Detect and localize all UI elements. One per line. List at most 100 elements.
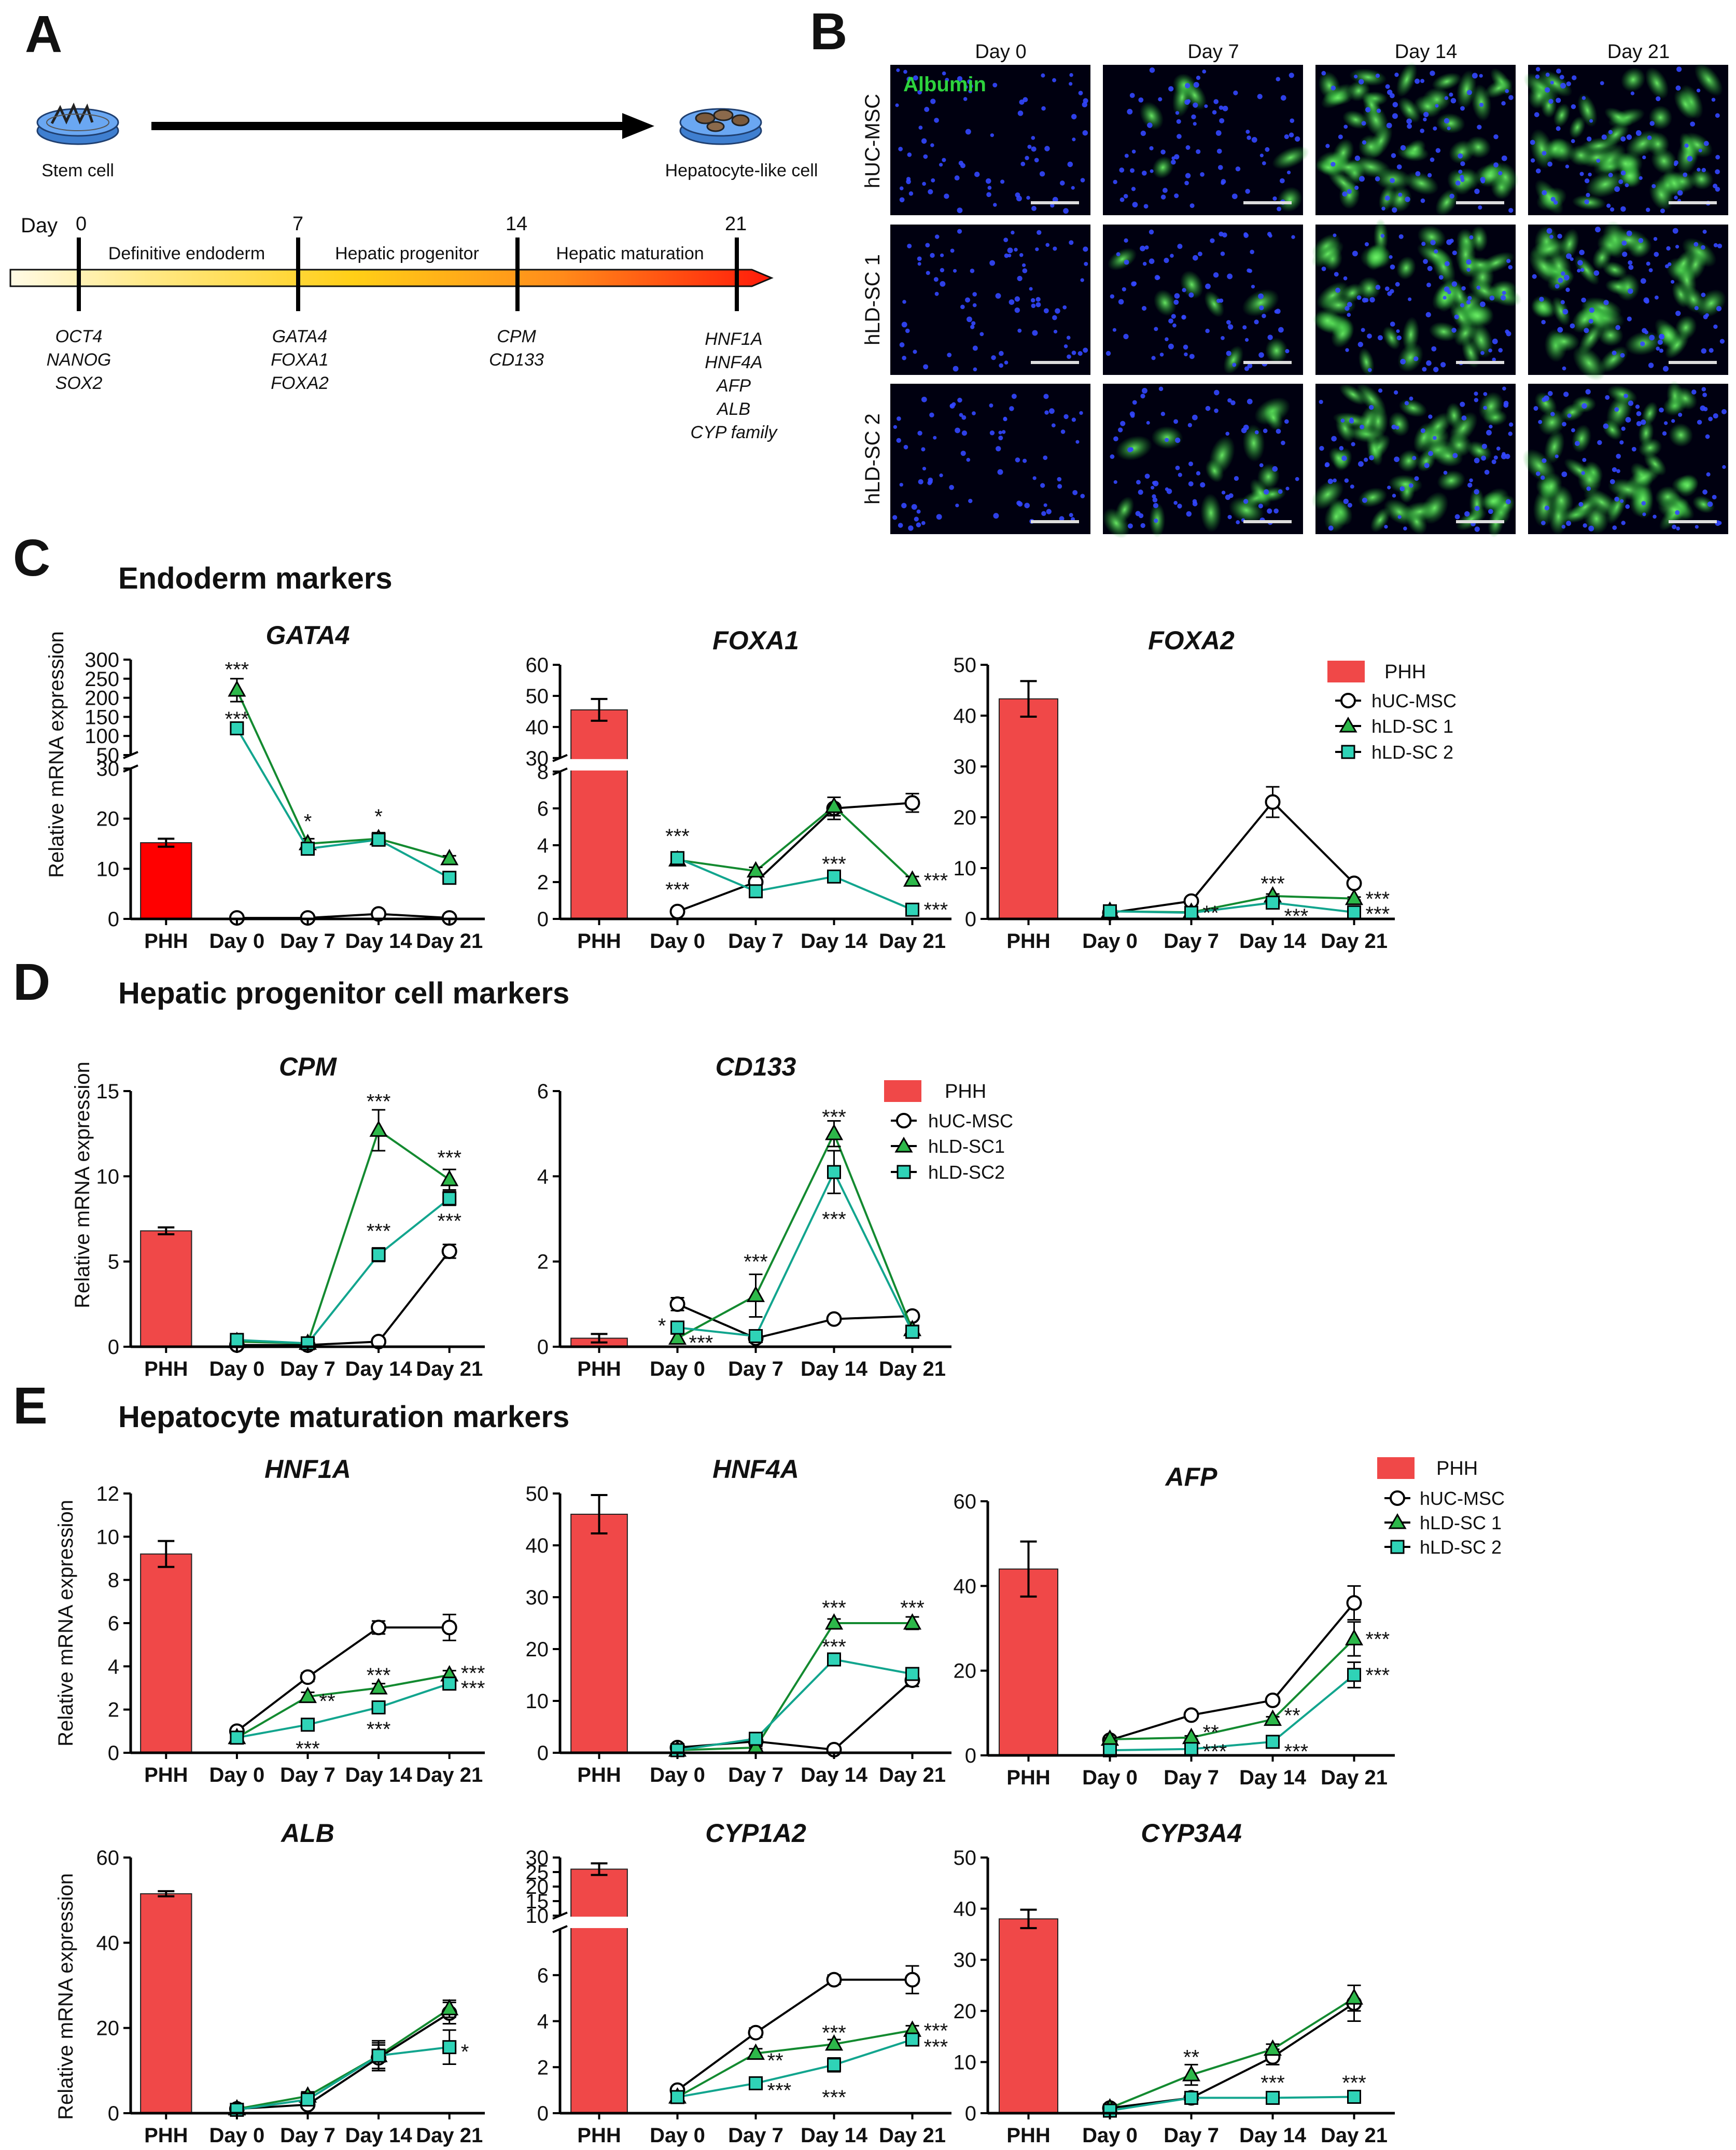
- albumin-signal: [1360, 245, 1393, 270]
- nucleus: [1165, 337, 1169, 341]
- albumin-signal: [1417, 243, 1454, 269]
- nucleus: [1113, 436, 1118, 442]
- nucleus: [1434, 249, 1438, 254]
- nucleus: [1535, 471, 1541, 476]
- nucleus: [1041, 106, 1046, 111]
- panel-b: B Day 0 Day 7 Day 14 Day 21 hUC-MSC hLD-…: [810, 3, 1728, 538]
- albumin-signal: [1538, 409, 1566, 436]
- significance-label: **: [1183, 2046, 1199, 2069]
- nucleus: [1455, 180, 1461, 186]
- nucleus: [1542, 150, 1547, 156]
- bar-phh: [570, 709, 628, 919]
- x-tick-label: Day 7: [728, 930, 783, 953]
- nucleus: [1646, 207, 1650, 212]
- nucleus: [1395, 282, 1400, 287]
- nucleus: [1193, 81, 1199, 88]
- legend-c-sc2-marker: [1341, 745, 1355, 759]
- nucleus: [1205, 328, 1210, 333]
- albumin-signal: [1429, 322, 1459, 342]
- nucleus: [1561, 471, 1567, 477]
- nucleus: [1053, 246, 1057, 251]
- nucleus: [1481, 443, 1487, 449]
- nucleus: [1508, 422, 1514, 427]
- nucleus: [1110, 294, 1115, 299]
- series-line-2: [1110, 1674, 1355, 1752]
- albumin-signal: [1115, 435, 1152, 461]
- nucleus: [1048, 408, 1055, 414]
- series-0-point-4: [904, 1972, 920, 1988]
- nucleus: [1192, 255, 1198, 261]
- axis-break-gap: [569, 759, 629, 771]
- nucleus: [1493, 162, 1499, 167]
- nucleus: [1427, 266, 1433, 271]
- series-line-0: [677, 1679, 913, 1751]
- nucleus: [1067, 161, 1073, 167]
- timeline-day-0: 0: [76, 213, 87, 235]
- y-tick-label: 10: [96, 858, 120, 881]
- nucleus: [1257, 94, 1263, 100]
- significance-label: **: [1203, 902, 1219, 925]
- nucleus: [1062, 305, 1067, 310]
- y-tick-label: 0: [537, 908, 549, 931]
- nucleus: [1530, 139, 1535, 145]
- albumin-signal: [1205, 459, 1224, 483]
- nucleus: [1644, 330, 1648, 334]
- nucleus: [1556, 97, 1561, 103]
- nucleus: [1414, 476, 1419, 481]
- x-tick-label: Day 21: [416, 930, 483, 953]
- nucleus: [1362, 140, 1367, 145]
- nucleus: [1406, 118, 1412, 124]
- nucleus: [1141, 388, 1147, 394]
- nucleus: [1144, 473, 1150, 479]
- nucleus: [1185, 173, 1191, 179]
- nucleus: [1460, 303, 1465, 308]
- albumin-signal: [1530, 129, 1554, 169]
- nucleus: [1474, 188, 1480, 194]
- nucleus: [1396, 329, 1400, 333]
- nucleus: [1648, 268, 1653, 273]
- series-2-point-3: [827, 869, 841, 884]
- nucleus: [1144, 245, 1149, 250]
- nucleus: [1620, 206, 1626, 212]
- albumin-signal: [1450, 302, 1473, 332]
- legend-e-sc1-marker: [1388, 1513, 1407, 1529]
- nucleus: [944, 193, 949, 199]
- y-tick-label: 0: [108, 1336, 119, 1359]
- nucleus: [996, 446, 1001, 452]
- nucleus: [1715, 113, 1720, 118]
- nucleus: [1698, 148, 1702, 152]
- series-2-point-1: [230, 721, 244, 735]
- y-tick-label: 25: [526, 1861, 549, 1884]
- timeline: Day 0 7 14 21 Definitive endoderm Hepati…: [9, 213, 774, 311]
- nucleus: [1695, 525, 1699, 529]
- y-tick-label: 60: [954, 1490, 977, 1513]
- nucleus: [1431, 346, 1437, 352]
- nucleus: [1648, 362, 1654, 368]
- series-line-2: [677, 2039, 913, 2098]
- nucleus: [961, 430, 968, 436]
- nucleus: [1153, 502, 1159, 509]
- nucleus: [1563, 392, 1569, 397]
- x-tick-label: Day 0: [1082, 930, 1138, 953]
- nucleus: [1342, 191, 1348, 197]
- marker-alb-a: ALB: [716, 399, 750, 419]
- nucleus: [1159, 352, 1164, 357]
- section-title-endoderm: Endoderm markers: [118, 562, 393, 595]
- nucleus: [1435, 104, 1439, 108]
- nucleus: [1701, 292, 1706, 297]
- albumin-signal: [1265, 338, 1288, 364]
- significance-label: ***: [1261, 2072, 1285, 2095]
- nucleus: [1171, 314, 1176, 319]
- legend-c: PHH hUC-MSC hLD-SC 1 hLD-SC 2: [1327, 661, 1457, 763]
- nucleus: [1701, 348, 1707, 354]
- nucleus: [1659, 348, 1663, 353]
- y-tick-label: 0: [537, 1336, 549, 1359]
- nucleus: [1075, 440, 1080, 444]
- legend-c-huc: hUC-MSC: [1371, 690, 1457, 711]
- nucleus: [1043, 308, 1049, 314]
- nucleus: [973, 367, 977, 372]
- nucleus: [1560, 300, 1565, 304]
- nucleus: [1505, 499, 1511, 505]
- nucleus: [1213, 99, 1219, 104]
